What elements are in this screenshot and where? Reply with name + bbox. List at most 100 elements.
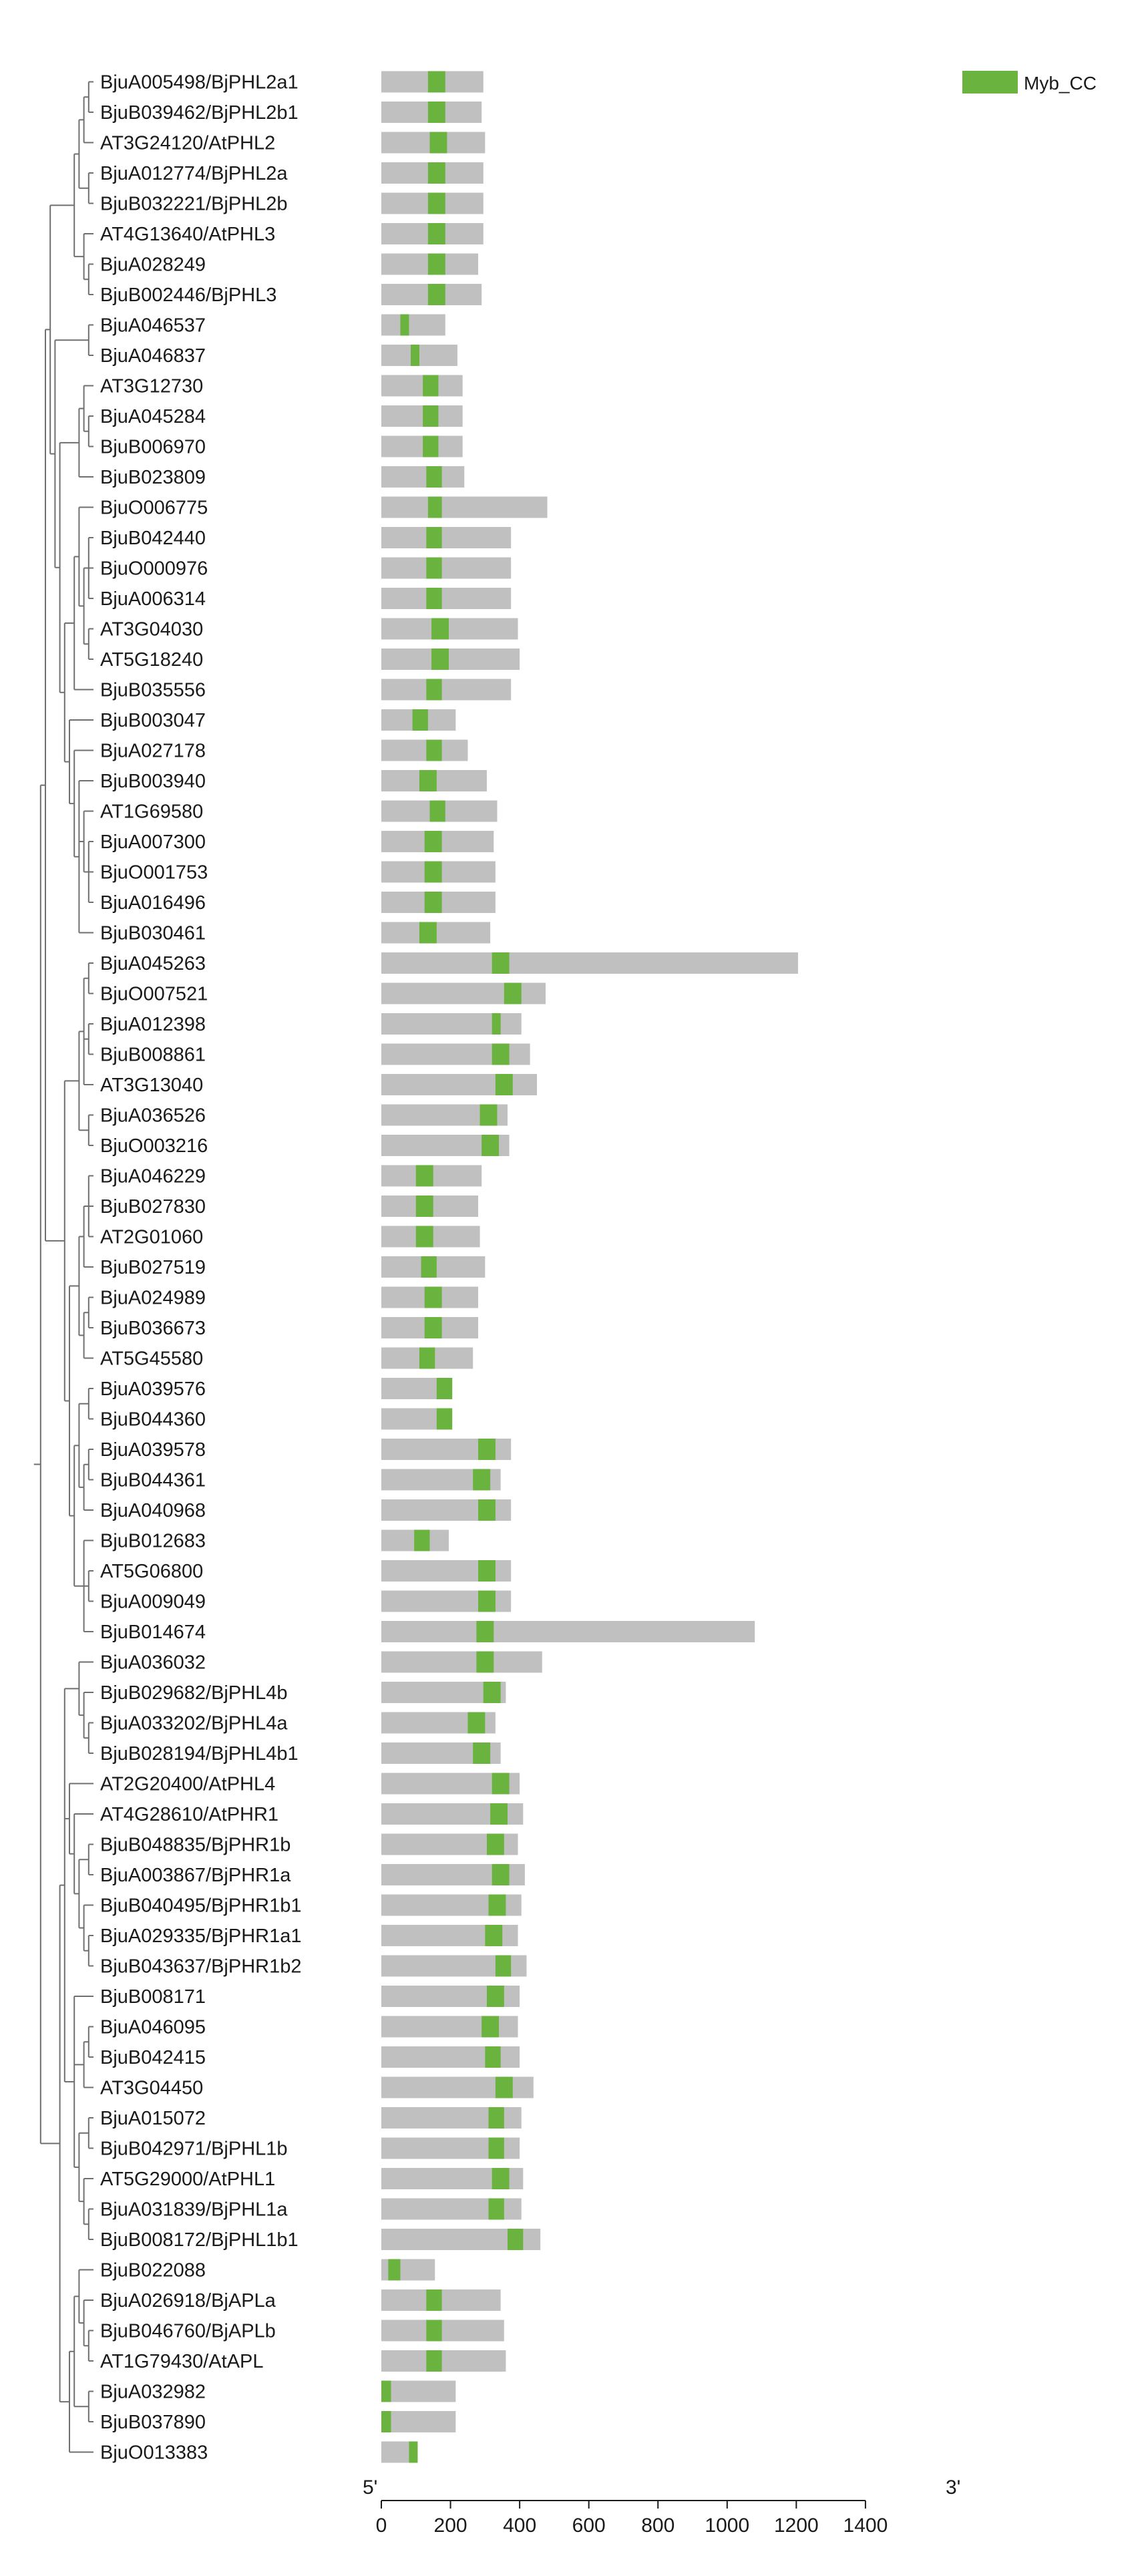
- gene-label: BjuB029682/BjPHL4b: [100, 1682, 288, 1704]
- gene-label: BjuA036526: [100, 1105, 206, 1127]
- myb-cc-domain: [431, 618, 449, 640]
- gene-label: BjuA012774/BjPHL2a: [100, 163, 288, 184]
- myb-cc-domain: [411, 345, 419, 366]
- myb-cc-domain: [415, 1226, 433, 1248]
- myb-cc-domain: [477, 1560, 496, 1582]
- myb-cc-domain: [419, 1347, 435, 1369]
- myb-cc-domain: [424, 831, 442, 852]
- phylogenetic-tree: [33, 81, 93, 2453]
- protein-bars: [381, 71, 798, 2463]
- myb-cc-domain: [492, 1773, 510, 1795]
- gene-label: BjuB044361: [100, 1470, 206, 1491]
- gene-label: AT3G24120/AtPHL2: [100, 133, 275, 154]
- myb-cc-domain: [424, 1317, 442, 1338]
- gene-label: BjuB042971/BjPHL1b: [100, 2139, 288, 2160]
- gene-label: AT5G29000/AtPHL1: [100, 2169, 275, 2190]
- myb-cc-domain: [473, 1469, 491, 1491]
- gene-label: BjuB008172/BjPHL1b1: [100, 2229, 299, 2251]
- myb-cc-domain: [482, 2016, 500, 2038]
- gene-label: BjuA046095: [100, 2017, 206, 2038]
- protein-bar: [381, 405, 463, 427]
- myb-cc-domain: [426, 588, 442, 609]
- gene-label: AT4G28610/AtPHR1: [100, 1804, 278, 1825]
- gene-label: BjuA046837: [100, 345, 206, 367]
- myb-cc-domain: [485, 1925, 503, 1946]
- myb-cc-domain: [429, 800, 445, 822]
- gene-label: BjuA045263: [100, 953, 206, 974]
- myb-cc-domain: [412, 709, 428, 731]
- gene-label: BjuB032221/BjPHL2b: [100, 194, 288, 215]
- myb-cc-domain: [426, 2320, 442, 2342]
- myb-cc-domain: [427, 162, 445, 184]
- gene-label: BjuA033202/BjPHL4a: [100, 1713, 288, 1734]
- myb-cc-domain: [426, 466, 442, 488]
- protein-bar: [381, 649, 520, 670]
- myb-cc-domain: [476, 1651, 494, 1673]
- myb-cc-domain: [492, 1013, 501, 1035]
- gene-label: BjuA031839/BjPHL1a: [100, 2199, 288, 2221]
- gene-label: BjuB014674: [100, 1622, 206, 1643]
- myb-cc-domain: [488, 1894, 506, 1916]
- protein-bar: [381, 2320, 504, 2342]
- gene-label: BjuA006314: [100, 588, 206, 610]
- gene-label: BjuB043637/BjPHR1b2: [100, 1956, 301, 1978]
- gene-label: BjuA040968: [100, 1500, 206, 1521]
- myb-cc-domain: [467, 1712, 486, 1734]
- myb-cc-domain: [423, 405, 439, 427]
- gene-label: BjuB002446/BjPHL3: [100, 285, 276, 306]
- myb-cc-domain: [507, 2229, 524, 2250]
- myb-cc-domain: [495, 1074, 513, 1095]
- myb-cc-domain: [419, 770, 437, 791]
- protein-bar: [381, 2411, 456, 2432]
- gene-label: BjuA045284: [100, 406, 206, 427]
- myb-cc-domain: [421, 1256, 437, 1278]
- myb-cc-domain: [426, 2289, 442, 2311]
- myb-cc-domain: [480, 1104, 498, 1126]
- gene-label: AT2G01060: [100, 1227, 203, 1248]
- gene-label: AT5G06800: [100, 1561, 203, 1582]
- myb-cc-domain: [427, 192, 445, 214]
- myb-cc-domain: [424, 892, 442, 913]
- gene-label: BjuB035556: [100, 680, 206, 701]
- legend-swatch: [962, 71, 1018, 94]
- myb-cc-domain: [427, 71, 445, 93]
- myb-cc-domain: [426, 527, 442, 548]
- axis-tick-label: 1200: [774, 2515, 819, 2537]
- myb-cc-domain: [414, 1529, 430, 1551]
- myb-cc-domain: [427, 102, 445, 123]
- axis-tick-label: 600: [572, 2515, 606, 2537]
- protein-bar: [381, 739, 468, 761]
- protein-bar: [381, 466, 465, 488]
- x-axis: 5' 3' 0 200 400 600 800 1000 1200 1400: [363, 2476, 960, 2537]
- myb-cc-domain: [388, 2259, 401, 2281]
- gene-label: BjuO001753: [100, 862, 208, 884]
- gene-label: BjuB012683: [100, 1531, 206, 1552]
- gene-label: BjuB042440: [100, 528, 206, 549]
- myb-cc-domain: [488, 2137, 504, 2159]
- gene-label: AT3G04030: [100, 619, 203, 640]
- myb-cc-domain: [476, 1621, 494, 1642]
- axis-tick-label: 400: [503, 2515, 536, 2537]
- gene-label: BjuA026918/BjAPLa: [100, 2290, 276, 2312]
- myb-cc-domain: [424, 861, 442, 883]
- myb-cc-domain: [415, 1195, 433, 1217]
- gene-label: AT3G04450: [100, 2078, 203, 2099]
- gene-label: BjuA046229: [100, 1166, 206, 1187]
- gene-label: BjuA046537: [100, 315, 206, 337]
- gene-label: BjuA007300: [100, 832, 206, 853]
- gene-label: BjuB003940: [100, 771, 206, 792]
- myb-cc-domain: [477, 1590, 496, 1612]
- protein-bar: [381, 496, 548, 518]
- gene-label: AT3G13040: [100, 1075, 203, 1096]
- protein-bar: [381, 314, 445, 336]
- gene-labels: BjuA005498/BjPHL2a1 BjuB039462/BjPHL2b1 AT…: [100, 72, 301, 2464]
- gene-label: BjuB027830: [100, 1196, 206, 1218]
- gene-label: BjuA009049: [100, 1592, 206, 1613]
- gene-label: BjuO000976: [100, 558, 208, 580]
- protein-bar: [381, 527, 512, 548]
- myb-cc-domain: [492, 1043, 510, 1065]
- gene-label: BjuA005498/BjPHL2a1: [100, 72, 299, 94]
- gene-label: BjuB008171: [100, 1986, 206, 2008]
- myb-cc-domain: [483, 1682, 501, 1703]
